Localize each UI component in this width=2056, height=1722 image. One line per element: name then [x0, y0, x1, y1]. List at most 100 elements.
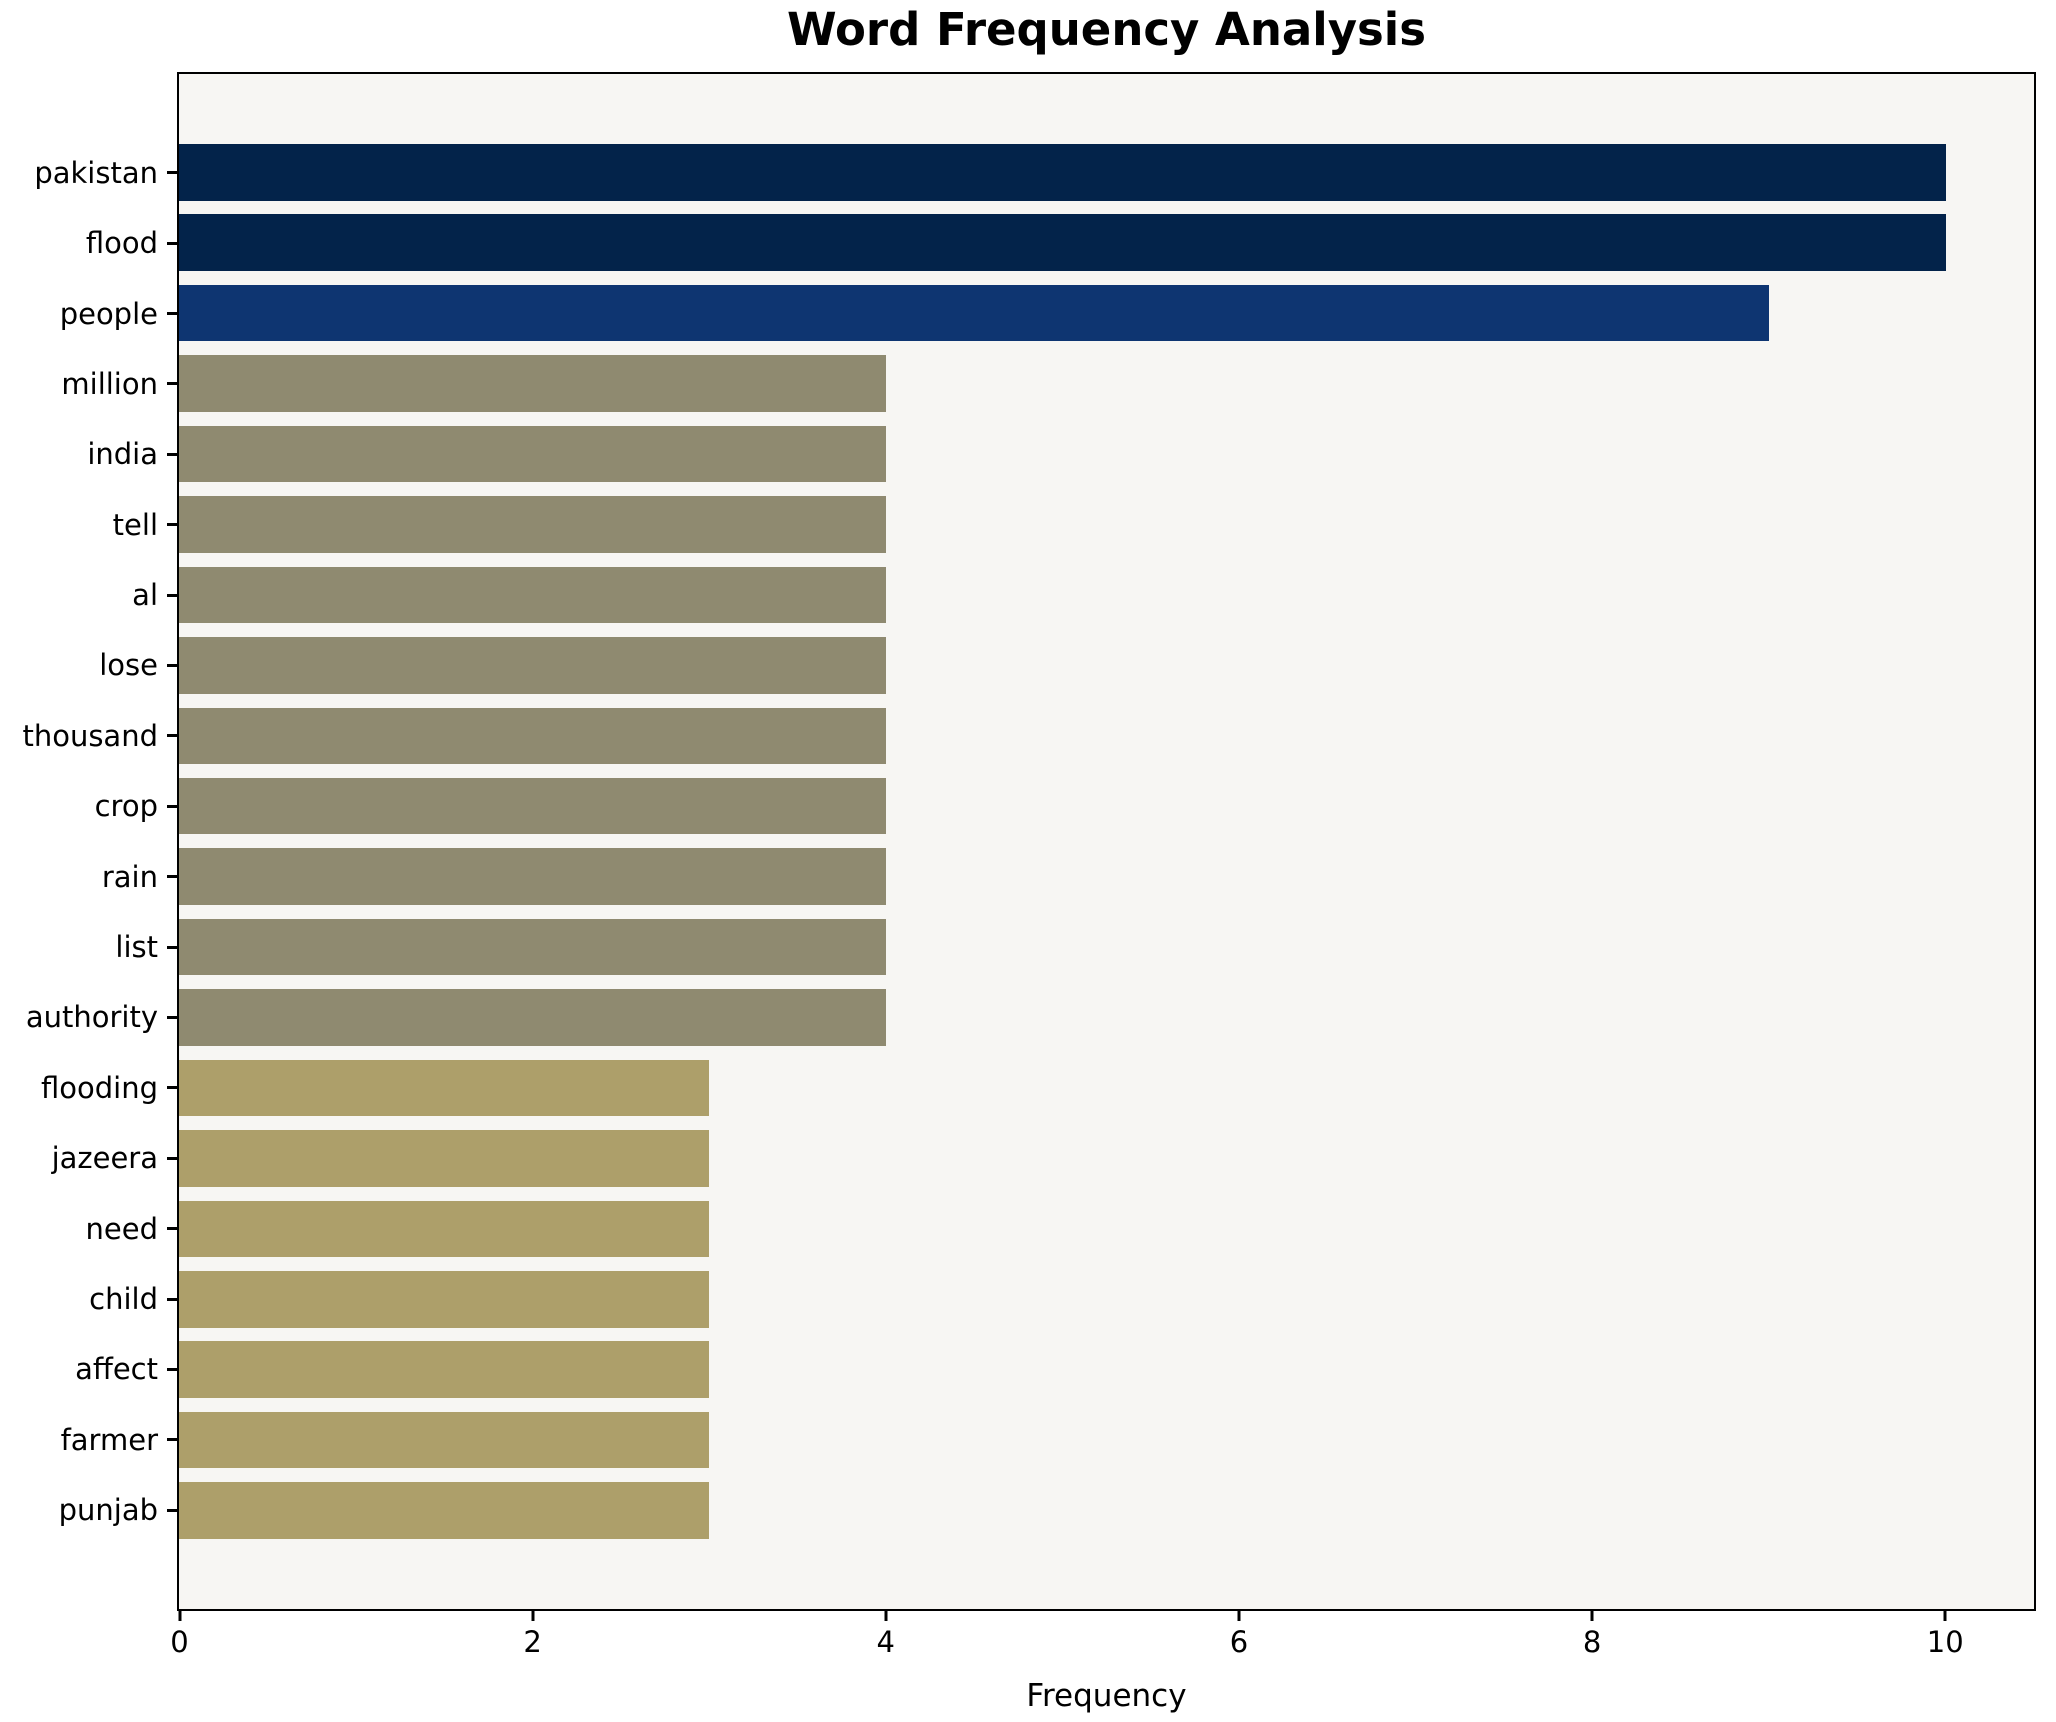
y-tick-label: lose [99, 648, 158, 683]
bar [179, 496, 886, 553]
bar [179, 1341, 709, 1398]
bar [179, 1482, 709, 1539]
y-tick-mark [167, 382, 177, 386]
y-axis-row: authority [0, 989, 177, 1046]
y-axis-row: india [0, 426, 177, 483]
y-axis-row: al [0, 567, 177, 624]
y-axis: pakistan flood people million india tell al los… [0, 75, 177, 1609]
bar [179, 1411, 709, 1469]
y-axis-row: affect [0, 1341, 177, 1398]
y-tick-mark [167, 1297, 177, 1301]
bar-row [179, 1130, 2034, 1187]
bar [179, 214, 1946, 271]
y-tick-label: tell [112, 507, 158, 542]
x-tick-label: 0 [170, 1625, 189, 1659]
y-tick-label: india [87, 437, 158, 472]
bar-row [179, 1271, 2034, 1328]
x-tick-mark [1943, 1611, 1947, 1621]
bar-row [179, 1059, 2034, 1117]
y-tick-label: jazeera [51, 1141, 158, 1176]
y-tick-mark [167, 1508, 177, 1512]
bar [179, 144, 1946, 201]
y-tick-mark [167, 523, 177, 527]
x-tick-mark [178, 1611, 181, 1621]
y-tick-mark [167, 1015, 177, 1019]
bar-row [179, 1482, 2034, 1539]
y-axis-row: jazeera [0, 1130, 177, 1187]
bar [179, 425, 886, 483]
bar [179, 566, 886, 624]
bar-row [179, 918, 2034, 976]
x-tick-label: 2 [523, 1625, 542, 1659]
bar [179, 918, 886, 976]
bar-row [179, 989, 2034, 1046]
y-tick-mark [167, 875, 177, 879]
y-tick-label: crop [94, 789, 158, 824]
y-tick-label: farmer [60, 1422, 158, 1457]
y-tick-mark [167, 241, 177, 245]
bar-row [179, 1411, 2034, 1469]
bar-row [179, 496, 2034, 553]
y-tick-label: million [61, 366, 158, 401]
y-tick-mark [167, 1086, 177, 1090]
y-tick-label: child [89, 1282, 158, 1316]
bar-row [179, 425, 2034, 483]
bar [179, 284, 1769, 342]
y-tick-label: affect [75, 1352, 158, 1387]
y-tick-mark [167, 1367, 177, 1371]
y-axis-row: list [0, 919, 177, 976]
bar [179, 1200, 709, 1258]
y-tick-label: flood [85, 226, 158, 261]
bar-row [179, 1341, 2034, 1398]
y-axis-row: flood [0, 215, 177, 272]
x-tick-mark [884, 1611, 888, 1621]
y-tick-mark [167, 593, 177, 597]
x-tick-mark [531, 1611, 535, 1621]
x-tick-label: 10 [1926, 1625, 1964, 1659]
bar-row [179, 214, 2034, 271]
bar [179, 1271, 709, 1328]
x-axis: 0 2 4 6 8 10 [170, 1611, 2034, 1691]
bar [179, 1059, 709, 1117]
y-tick-label: flooding [40, 1070, 158, 1105]
bar [179, 989, 886, 1046]
bar-row [179, 284, 2034, 342]
bars-layer [179, 74, 2034, 1609]
y-tick-mark [167, 452, 177, 456]
x-tick-label: 4 [876, 1625, 896, 1659]
y-tick-mark [167, 663, 177, 667]
y-axis-row: million [0, 356, 177, 413]
y-tick-label: punjab [58, 1493, 158, 1528]
y-axis-row: crop [0, 778, 177, 835]
bar [179, 1130, 709, 1187]
y-axis-row: rain [0, 848, 177, 905]
y-axis-row: flooding [0, 1060, 177, 1117]
bar [179, 848, 886, 905]
bar-row [179, 1200, 2034, 1258]
y-tick-label: al [132, 578, 158, 613]
bar-row [179, 777, 2034, 835]
bar-row [179, 144, 2034, 201]
y-tick-mark [167, 1438, 177, 1442]
bar [179, 707, 886, 764]
bar-row [179, 707, 2034, 764]
y-axis-row: child [0, 1271, 177, 1328]
y-axis-row: need [0, 1200, 177, 1257]
bar-row [179, 355, 2034, 412]
bar-row [179, 848, 2034, 905]
y-tick-mark [167, 945, 177, 949]
y-axis-row: tell [0, 496, 177, 553]
y-tick-label: pakistan [34, 155, 158, 190]
y-tick-mark [167, 734, 177, 738]
y-tick-label: rain [101, 859, 158, 894]
x-tick-mark [1237, 1611, 1241, 1621]
bar [179, 637, 886, 694]
bar [179, 777, 886, 835]
bar-row [179, 566, 2034, 624]
y-tick-label: need [85, 1211, 158, 1246]
x-axis-label: Frequency [1026, 1678, 1187, 1714]
plot-area [177, 72, 2036, 1611]
y-tick-mark [167, 1156, 177, 1160]
y-tick-label: thousand [22, 718, 158, 753]
